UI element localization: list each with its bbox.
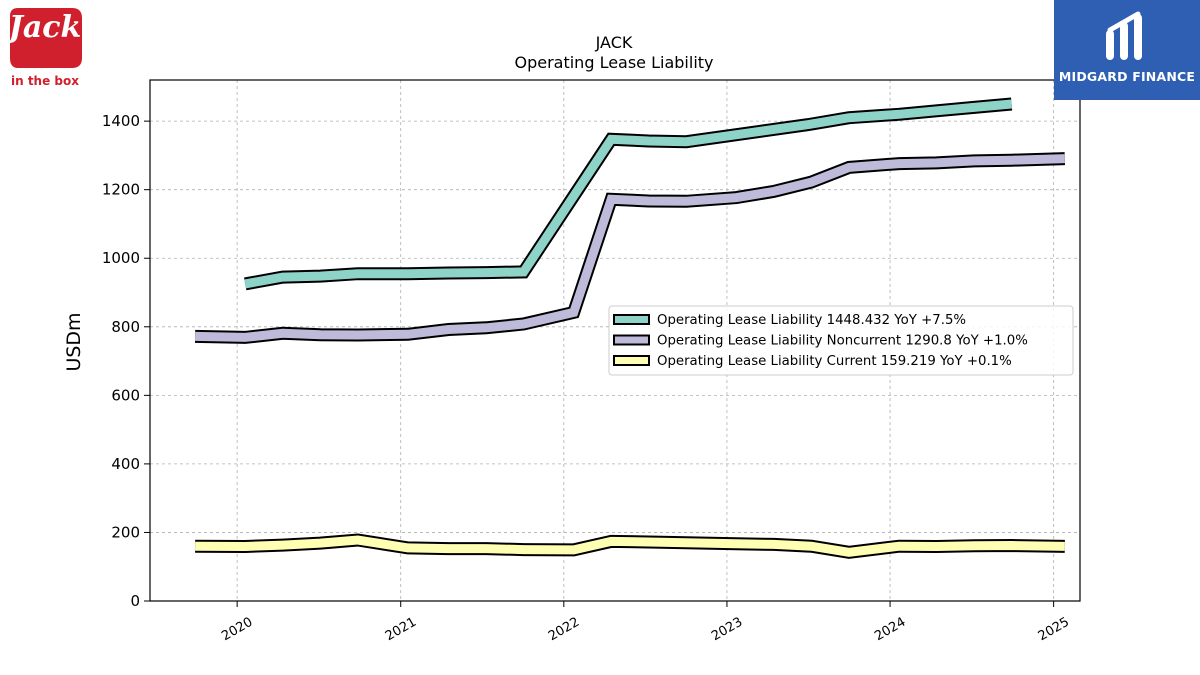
- series-1-point-20: [1011, 159, 1013, 161]
- legend-box: [608, 305, 1074, 376]
- legend-label-2: Operating Lease Liability Current 159.21…: [657, 354, 1012, 369]
- series-2-point-2: [282, 544, 284, 546]
- series-1-point-8: [523, 323, 525, 325]
- series-1-point-16: [848, 166, 850, 168]
- legend-swatch-2: [613, 355, 650, 366]
- series-2-point-15: [810, 545, 812, 547]
- series-line-1: [195, 154, 1065, 342]
- legend: Operating Lease Liability 1448.432 YoY +…: [608, 305, 1074, 376]
- series-2-point-7: [485, 548, 487, 550]
- series-1-point-5: [407, 333, 409, 335]
- series-0-point-1: [282, 276, 284, 278]
- series-0-point-6: [485, 272, 487, 274]
- series-2-point-0: [194, 545, 196, 547]
- series-2-point-19: [973, 545, 975, 547]
- series-0-point-2: [319, 275, 321, 277]
- y-tick-label: 400: [111, 455, 140, 473]
- series-2-point-11: [648, 541, 650, 543]
- series-line-0: [244, 99, 1013, 289]
- series-1-point-21: [1064, 158, 1066, 160]
- series-lines: [194, 97, 1066, 559]
- series-1-point-14: [773, 190, 775, 192]
- series-2-point-16: [848, 551, 850, 553]
- series-1-point-6: [448, 329, 450, 331]
- jack-in-the-box-logo: Jack in the box: [6, 6, 84, 88]
- series-1-point-3: [319, 334, 321, 336]
- legend-swatch-1: [613, 334, 650, 346]
- series-1-point-19: [973, 160, 975, 162]
- series-2-point-4: [357, 539, 359, 541]
- series-0-point-3: [357, 273, 359, 275]
- series-1-point-11: [648, 200, 650, 202]
- y-tick-label: 600: [111, 386, 140, 404]
- series-2-point-17: [898, 545, 900, 547]
- series-0-point-12: [848, 117, 850, 119]
- y-tick-label: 1000: [102, 249, 140, 267]
- series-1-point-0: [194, 335, 196, 337]
- series-2-point-6: [448, 548, 450, 550]
- series-1-point-7: [485, 327, 487, 329]
- series-0-point-4: [407, 273, 409, 275]
- series-0-point-9: [648, 140, 650, 142]
- series-1-point-13: [735, 197, 737, 199]
- series-1-point-10: [610, 198, 612, 200]
- series-2-point-5: [407, 547, 409, 549]
- series-0-point-5: [448, 272, 450, 274]
- series-0-point-10: [685, 141, 687, 143]
- legend-label-1: Operating Lease Liability Noncurrent 129…: [657, 334, 1028, 349]
- series-0-point-13: [898, 113, 900, 115]
- y-axis-label: USDm: [63, 312, 85, 371]
- series-0-point-11: [807, 124, 809, 126]
- series-0-point-8: [610, 138, 612, 140]
- y-tick-label: 200: [111, 523, 140, 541]
- series-1-point-4: [357, 334, 359, 336]
- series-2-point-14: [773, 543, 775, 545]
- midgard-logo-text: MIDGARD FINANCE: [1058, 69, 1196, 84]
- chart-subtitle: Operating Lease Liability: [514, 53, 713, 72]
- series-1-point-2: [282, 332, 284, 334]
- midgard-logo-mark-icon: [1106, 11, 1142, 60]
- series-1-point-12: [685, 200, 687, 202]
- legend-swatch-0: [613, 314, 650, 325]
- jack-logo-tagline: in the box: [10, 74, 79, 88]
- midgard-finance-logo: MIDGARD FINANCE: [1054, 0, 1200, 100]
- series-1-point-9: [573, 311, 575, 313]
- series-2-point-10: [610, 540, 612, 542]
- series-2-point-1: [244, 546, 246, 548]
- series-2-point-8: [523, 549, 525, 551]
- series-2-point-3: [319, 542, 321, 544]
- series-0-point-16: [1011, 103, 1013, 105]
- series-2-point-12: [685, 542, 687, 544]
- series-0-point-7: [523, 271, 525, 273]
- y-tick-label: 1400: [102, 112, 140, 130]
- y-tick-label: 800: [111, 318, 140, 336]
- series-2-point-18: [936, 546, 938, 548]
- series-line-2: [195, 535, 1065, 557]
- y-tick-label: 1200: [102, 181, 140, 199]
- jack-logo-wordmark: Jack: [8, 10, 82, 45]
- series-0-point-0: [244, 283, 246, 285]
- series-2-point-9: [573, 549, 575, 551]
- y-tick-label: 0: [130, 592, 140, 610]
- chart-title: JACK: [595, 33, 633, 52]
- series-0-point-14: [936, 110, 938, 112]
- legend-label-0: Operating Lease Liability 1448.432 YoY +…: [657, 313, 966, 328]
- series-2-point-20: [1011, 545, 1013, 547]
- series-0-point-15: [973, 106, 975, 108]
- series-2-point-13: [735, 543, 737, 545]
- series-1-point-15: [810, 181, 812, 183]
- series-1-point-1: [244, 336, 246, 338]
- plot-frame: [149, 79, 1081, 602]
- series-1-point-17: [898, 163, 900, 165]
- series-2-point-21: [1064, 545, 1066, 547]
- jack-logo-badge: [10, 8, 82, 68]
- series-1-point-18: [936, 162, 938, 164]
